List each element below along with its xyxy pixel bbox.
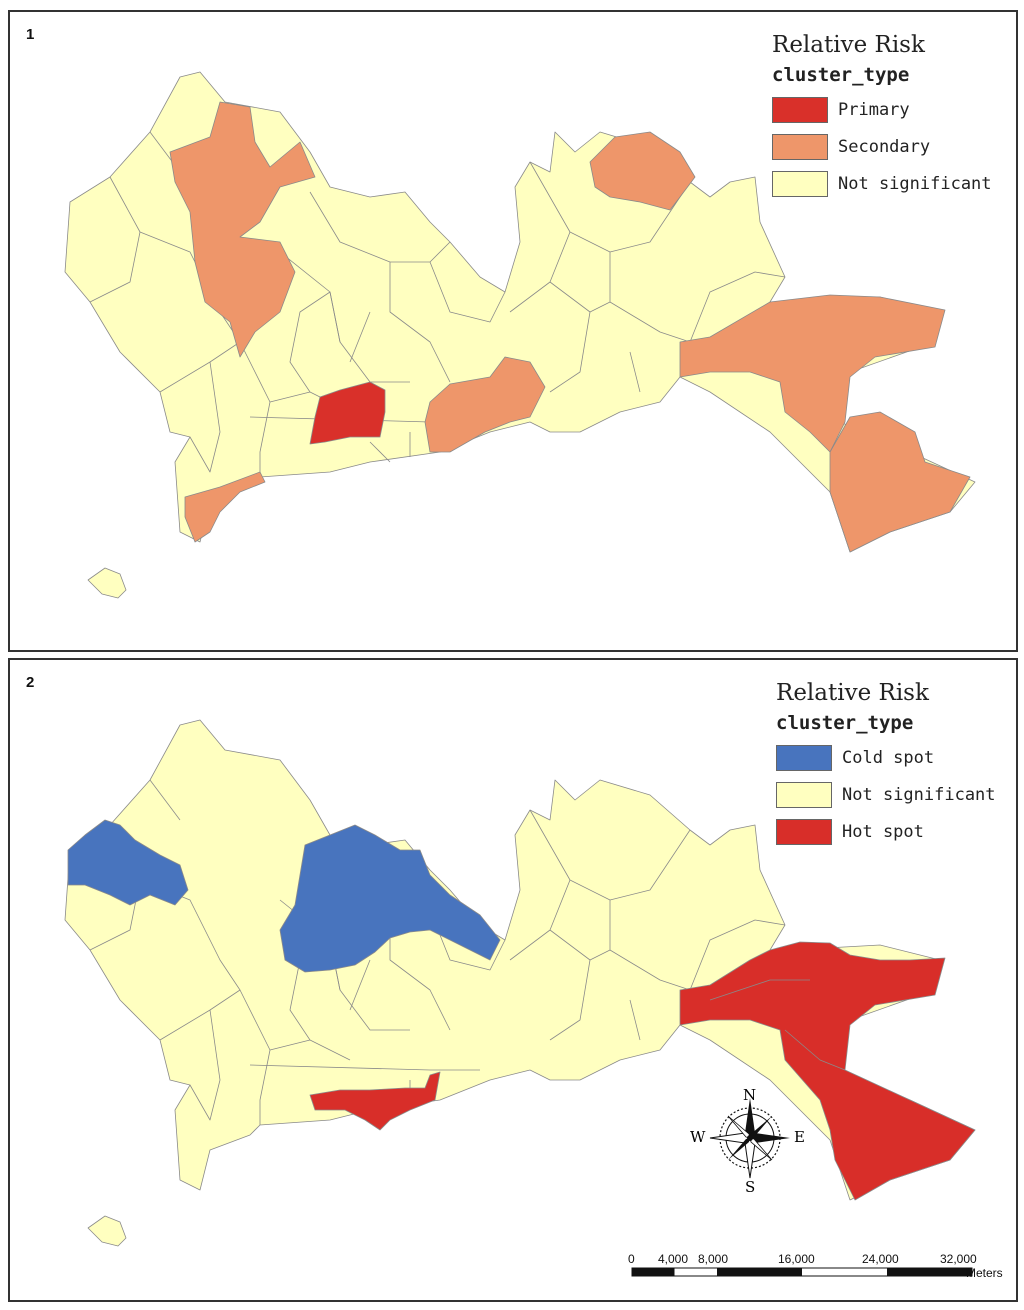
map-panel-1: 1 — [8, 10, 1018, 652]
scale-tick-label: 8,000 — [698, 1252, 729, 1266]
compass-rose — [709, 1098, 790, 1179]
scale-bar-graphic — [631, 1267, 973, 1277]
scale-tick-label: 16,000 — [778, 1252, 815, 1266]
compass-east-label: E — [794, 1128, 805, 1146]
cluster-map — [64, 71, 976, 599]
legend-swatch-cold-spot — [776, 745, 832, 771]
legend-label: Secondary — [838, 137, 931, 157]
region-secondary-east — [679, 294, 946, 453]
legend-swatch-hot-spot — [776, 819, 832, 845]
map-panel-2: 2 — [8, 658, 1018, 1302]
legend-swatch-not-significant — [776, 782, 832, 808]
scale-tick-label: 4,000 — [658, 1252, 689, 1266]
region-cold-spot-central — [279, 824, 501, 973]
legend-item: Not significant — [776, 782, 996, 808]
scale-unit-label: Meters — [966, 1266, 1003, 1280]
legend-subtitle: cluster_type — [772, 64, 910, 86]
scale-tick-label: 32,000 — [940, 1252, 977, 1266]
region-secondary-northwest — [169, 101, 316, 358]
region-secondary-southwest — [184, 471, 266, 543]
legend: Relative Risk cluster_type Cold spot Not… — [776, 680, 996, 845]
region-secondary-central — [424, 356, 546, 453]
legend-swatch-secondary — [772, 134, 828, 160]
legend-label: Not significant — [842, 785, 996, 805]
legend: Relative Risk cluster_type Primary Secon… — [772, 32, 992, 197]
legend-title: Relative Risk — [772, 32, 925, 58]
region-cold-spot-west — [67, 819, 189, 906]
legend-label: Not significant — [838, 174, 992, 194]
legend-label: Hot spot — [842, 822, 924, 842]
region-island — [87, 1215, 127, 1247]
legend-label: Primary — [838, 100, 910, 120]
legend-label: Cold spot — [842, 748, 935, 768]
region-secondary-north-east — [589, 131, 696, 211]
legend-item: Not significant — [772, 171, 992, 197]
legend-item: Primary — [772, 97, 992, 123]
legend-swatch-primary — [772, 97, 828, 123]
hotspot-map — [64, 719, 976, 1277]
legend-item: Cold spot — [776, 745, 996, 771]
legend-swatch-not-significant — [772, 171, 828, 197]
compass-north-label: N — [743, 1086, 757, 1104]
legend-subtitle: cluster_type — [776, 712, 914, 734]
scale-tick-label: 0 — [628, 1252, 635, 1266]
region-primary — [309, 381, 386, 445]
region-hot-spot-east — [679, 941, 976, 1201]
panel-number: 1 — [26, 26, 35, 43]
region-secondary-southeast — [829, 411, 971, 553]
scale-tick-label: 24,000 — [862, 1252, 899, 1266]
region-island — [87, 567, 127, 599]
compass-south-label: S — [745, 1178, 756, 1196]
compass-west-label: W — [690, 1128, 706, 1146]
legend-item: Secondary — [772, 134, 992, 160]
legend-item: Hot spot — [776, 819, 996, 845]
region-hot-spot-south — [309, 1071, 441, 1131]
legend-title: Relative Risk — [776, 680, 929, 706]
panel-number: 2 — [26, 674, 35, 691]
